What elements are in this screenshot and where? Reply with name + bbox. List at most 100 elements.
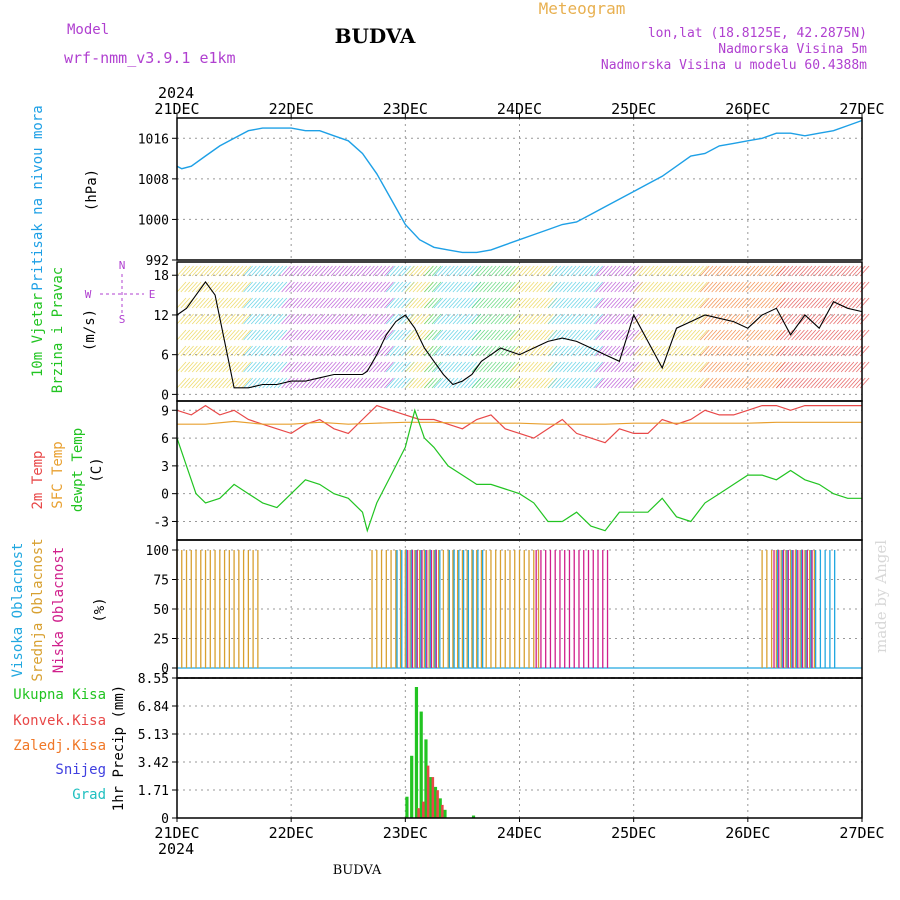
wind-barb bbox=[207, 313, 217, 325]
wind-barb bbox=[656, 377, 666, 389]
wind-barb bbox=[389, 265, 400, 277]
wind-barb bbox=[663, 297, 674, 309]
wind-barb bbox=[679, 345, 689, 357]
wind-barb bbox=[855, 329, 866, 341]
compass-e: E bbox=[149, 288, 156, 301]
wind-barb bbox=[671, 361, 682, 373]
wind-barb bbox=[210, 361, 221, 373]
wind-barb bbox=[380, 297, 390, 309]
wind-barb bbox=[346, 265, 356, 277]
wind-barb bbox=[475, 377, 486, 389]
wind-barb bbox=[250, 297, 261, 309]
wind-barb bbox=[207, 377, 217, 389]
wind-barb bbox=[621, 265, 632, 277]
wind-barb bbox=[679, 265, 689, 277]
wind-barb bbox=[606, 361, 617, 373]
wind-barb bbox=[502, 377, 512, 389]
wind-barb bbox=[722, 361, 733, 373]
wind-barb bbox=[448, 329, 459, 341]
wind-barb bbox=[833, 281, 843, 293]
wind-barb bbox=[346, 345, 356, 357]
wind-barb bbox=[637, 281, 647, 293]
wind-barb bbox=[300, 345, 310, 357]
wind-barb bbox=[273, 265, 284, 277]
wind-barb bbox=[210, 297, 221, 309]
wind-barb bbox=[471, 297, 482, 309]
wind-barb bbox=[753, 361, 763, 373]
wind-barb bbox=[416, 297, 427, 309]
wind-barb bbox=[180, 377, 191, 389]
wind-barb bbox=[296, 377, 307, 389]
wind-barb bbox=[460, 345, 470, 357]
wind-barb bbox=[210, 377, 221, 389]
wind-barb bbox=[536, 329, 546, 341]
wind-barb bbox=[222, 361, 232, 373]
wind-barb bbox=[281, 265, 291, 277]
wind-barb bbox=[247, 329, 257, 341]
wind-barb bbox=[528, 313, 539, 325]
wind-barb bbox=[585, 361, 596, 373]
wind-barb bbox=[191, 361, 202, 373]
wind-barb bbox=[543, 297, 554, 309]
wind-barb bbox=[241, 329, 251, 341]
wind-barb bbox=[393, 345, 404, 357]
wind-barb bbox=[753, 345, 763, 357]
wind-barb bbox=[610, 281, 621, 293]
wind-barb bbox=[599, 297, 609, 309]
wind-barb bbox=[814, 265, 824, 277]
wind-barb bbox=[618, 297, 628, 309]
wind-barb bbox=[715, 329, 725, 341]
wind-barb bbox=[346, 377, 356, 389]
wind-barb bbox=[833, 297, 843, 309]
bottom-x-tick-label: 26DEC bbox=[725, 824, 770, 842]
cloud-ytick-label: 50 bbox=[153, 603, 169, 618]
wind-barb bbox=[361, 313, 371, 325]
wind-barb bbox=[490, 265, 501, 277]
wind-barb bbox=[315, 361, 326, 373]
wind-barb bbox=[441, 265, 451, 277]
wind-barb bbox=[836, 313, 847, 325]
wind-barb bbox=[460, 297, 470, 309]
wind-barb bbox=[304, 361, 314, 373]
wind-barb bbox=[671, 313, 682, 325]
wind-barb bbox=[675, 281, 685, 293]
wind-barb bbox=[300, 297, 310, 309]
wind-barb bbox=[806, 329, 817, 341]
wind-barb bbox=[640, 297, 651, 309]
wind-barb bbox=[562, 361, 573, 373]
wind-barb bbox=[536, 281, 546, 293]
wind-barb bbox=[218, 265, 229, 277]
wind-barb bbox=[574, 361, 584, 373]
wind-barb bbox=[844, 345, 855, 357]
wind-barb bbox=[741, 345, 752, 357]
wind-barb bbox=[229, 361, 240, 373]
cloud-ytick-label: 100 bbox=[146, 544, 169, 559]
wind-barb bbox=[304, 313, 314, 325]
wind-barb bbox=[764, 281, 775, 293]
wind-barb bbox=[199, 297, 210, 309]
wind-barb bbox=[311, 313, 322, 325]
wind-barb bbox=[241, 377, 251, 389]
wind-barb bbox=[825, 281, 836, 293]
wind-barb bbox=[195, 313, 206, 325]
wind-barb bbox=[795, 297, 805, 309]
wind-barb bbox=[829, 361, 839, 373]
wind-barb bbox=[437, 361, 447, 373]
wind-barb bbox=[258, 361, 269, 373]
wind-barb bbox=[768, 281, 779, 293]
wind-barb bbox=[365, 313, 375, 325]
wind-barb bbox=[707, 329, 718, 341]
wind-barb bbox=[357, 361, 368, 373]
wind-barb bbox=[679, 377, 689, 389]
wind-barb bbox=[760, 265, 771, 277]
wind-barb bbox=[456, 265, 467, 277]
wind-barb bbox=[703, 329, 714, 341]
wind-barb bbox=[226, 297, 236, 309]
wind-barb bbox=[285, 297, 295, 309]
wind-barb bbox=[243, 361, 253, 373]
wind-barb bbox=[625, 329, 636, 341]
wind-barb bbox=[836, 377, 847, 389]
wind-barb bbox=[218, 297, 229, 309]
wind-barb bbox=[821, 281, 832, 293]
wind-barb bbox=[307, 265, 318, 277]
